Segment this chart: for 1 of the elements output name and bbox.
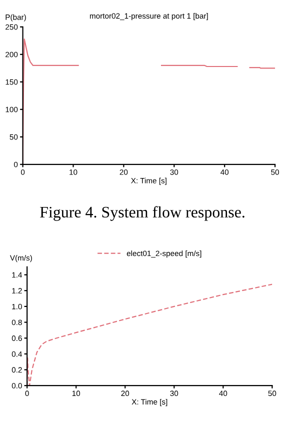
caption: Figure 4. System flow response.: [40, 206, 244, 221]
